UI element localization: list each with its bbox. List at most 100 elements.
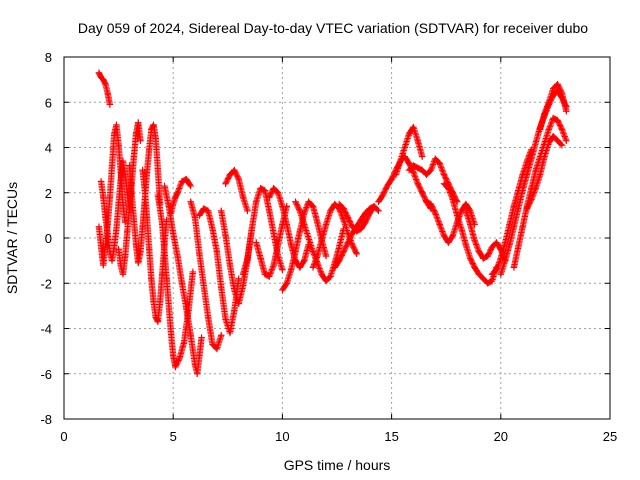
- data-point: [274, 189, 282, 196]
- data-point: [119, 271, 127, 278]
- data-point: [235, 175, 242, 183]
- data-point: [532, 185, 539, 192]
- data-point: [270, 230, 277, 237]
- data-point: [510, 203, 518, 210]
- y-tick-label: 8: [45, 50, 52, 65]
- data-point: [445, 185, 452, 192]
- data-point: [102, 241, 109, 248]
- data-point: [130, 216, 138, 224]
- data-point: [257, 255, 264, 262]
- data-point: [154, 166, 162, 174]
- y-tick-label: -2: [40, 276, 52, 291]
- data-point: [305, 198, 312, 205]
- data-point: [261, 187, 269, 194]
- data-point: [239, 271, 247, 278]
- data-point: [528, 155, 535, 163]
- data-point: [187, 332, 194, 339]
- series-sat-f: [139, 166, 170, 325]
- data-point: [532, 139, 539, 147]
- data-point: [97, 178, 105, 185]
- chart-title: Day 059 of 2024, Sidereal Day-to-day VTE…: [78, 20, 588, 36]
- data-point: [388, 175, 395, 183]
- data-point: [344, 239, 352, 246]
- data-point: [106, 101, 114, 108]
- series-sat-m: [222, 166, 251, 215]
- data-point: [106, 194, 114, 201]
- data-point: [187, 198, 194, 205]
- y-tick-label: 2: [45, 186, 52, 201]
- data-point: [322, 221, 330, 228]
- data-point: [148, 126, 155, 133]
- data-point: [165, 203, 173, 210]
- data-point: [244, 255, 251, 262]
- data-point: [176, 354, 183, 362]
- data-point: [305, 234, 312, 242]
- data-point: [130, 153, 138, 160]
- data-point: [523, 205, 531, 212]
- series-sat-s: [309, 200, 360, 271]
- data-point: [209, 225, 216, 233]
- series-sat-v: [375, 153, 435, 212]
- data-point: [353, 228, 360, 235]
- data-point: [111, 243, 118, 251]
- data-point: [392, 171, 400, 178]
- data-point: [501, 239, 509, 246]
- data-point: [501, 257, 509, 264]
- data-point: [209, 341, 216, 348]
- data-point: [331, 264, 339, 271]
- data-point: [462, 207, 470, 215]
- data-point: [102, 214, 109, 221]
- data-point: [536, 171, 544, 178]
- data-point: [475, 248, 483, 255]
- data-point: [200, 205, 207, 212]
- data-point: [301, 221, 308, 228]
- data-point: [362, 218, 369, 226]
- data-point: [159, 221, 166, 228]
- data-point: [353, 250, 360, 258]
- data-point: [532, 166, 539, 174]
- data-point: [554, 80, 561, 88]
- x-tick-label: 5: [170, 429, 177, 444]
- data-point: [366, 209, 373, 217]
- data-point: [432, 209, 439, 217]
- x-tick-label: 25: [603, 429, 617, 444]
- series-markers: [222, 166, 251, 215]
- data-point: [283, 221, 290, 228]
- data-point: [550, 85, 557, 92]
- data-point: [414, 180, 422, 187]
- data-point: [410, 123, 417, 131]
- y-tick-label: -6: [40, 367, 52, 382]
- data-point: [218, 332, 225, 339]
- data-point: [226, 329, 234, 337]
- data-point: [218, 284, 225, 291]
- data-point: [196, 352, 203, 359]
- data-point: [100, 194, 107, 201]
- data-point: [95, 223, 103, 230]
- data-point: [349, 241, 356, 248]
- data-point: [541, 153, 548, 160]
- data-point: [384, 182, 391, 190]
- series-sat-u: [335, 200, 378, 235]
- data-point: [327, 207, 334, 215]
- data-point: [266, 273, 273, 280]
- data-point: [458, 225, 465, 233]
- data-point: [213, 248, 221, 255]
- data-point: [340, 205, 347, 212]
- data-point: [279, 203, 286, 210]
- data-point: [493, 239, 500, 246]
- data-point: [200, 282, 207, 289]
- data-point: [488, 271, 496, 278]
- data-point: [405, 130, 413, 138]
- data-point: [172, 363, 179, 371]
- data-point: [414, 164, 422, 172]
- data-point: [410, 169, 417, 176]
- data-point: [550, 114, 557, 122]
- data-point: [163, 275, 170, 282]
- data-point: [161, 182, 168, 190]
- data-point: [231, 286, 238, 294]
- data-point: [187, 182, 194, 190]
- data-point: [170, 230, 177, 237]
- data-point: [128, 191, 135, 199]
- x-tick-label: 20: [494, 429, 508, 444]
